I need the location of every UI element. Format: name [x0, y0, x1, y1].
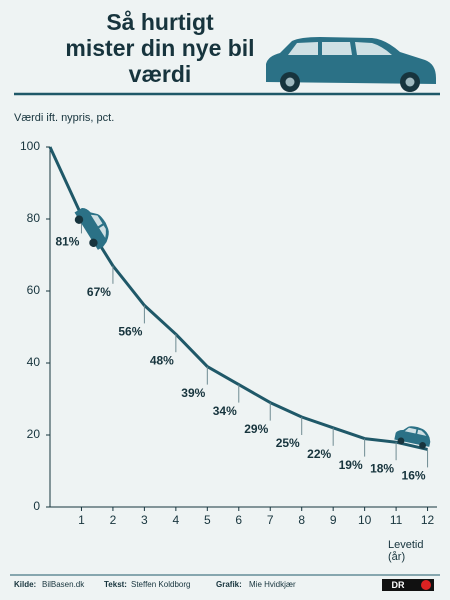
- car-icon: [394, 426, 431, 449]
- x-tick-label: 1: [78, 513, 85, 527]
- x-tick-label: 7: [267, 513, 274, 527]
- car-icon: [74, 208, 109, 250]
- footer-text: Steffen Koldborg: [131, 580, 190, 589]
- x-axis-label: (år): [388, 551, 405, 563]
- logo: DR: [392, 580, 405, 590]
- y-axis-label: Værdi ift. nypris, pct.: [14, 112, 114, 124]
- car-wheel: [89, 238, 98, 248]
- y-tick-label: 100: [20, 139, 40, 153]
- data-label: 19%: [339, 458, 363, 472]
- logo-box: [382, 579, 434, 591]
- car-wheel: [397, 437, 405, 445]
- data-label: 18%: [370, 461, 394, 475]
- car-window: [404, 427, 427, 436]
- footer-text: BilBasen.dk: [42, 580, 85, 589]
- x-tick-label: 12: [421, 513, 435, 527]
- x-tick-label: 9: [330, 513, 337, 527]
- footer-label: Grafik:: [216, 580, 242, 589]
- data-label: 39%: [181, 386, 205, 400]
- x-tick-label: 6: [235, 513, 242, 527]
- chart-title: Så hurtigt: [106, 9, 214, 35]
- logo-dot: [421, 580, 431, 590]
- x-tick-label: 8: [298, 513, 305, 527]
- x-axis-label: Levetid: [388, 539, 423, 551]
- footer-label: Tekst:: [104, 580, 127, 589]
- y-tick-label: 40: [27, 355, 41, 369]
- footer-text: Mie Hvidkjær: [249, 580, 296, 589]
- x-tick-label: 11: [390, 513, 403, 527]
- car-window: [90, 214, 106, 238]
- data-label: 29%: [244, 422, 268, 436]
- car-wheel: [74, 215, 84, 224]
- x-tick-label: 5: [204, 513, 211, 527]
- y-tick-label: 80: [27, 211, 41, 225]
- data-label: 16%: [402, 469, 426, 483]
- data-label: 34%: [213, 404, 237, 418]
- car-wheel: [419, 442, 426, 449]
- y-tick-label: 60: [27, 283, 41, 297]
- x-tick-label: 3: [141, 513, 148, 527]
- x-tick-label: 4: [173, 513, 180, 527]
- y-tick-label: 20: [27, 427, 41, 441]
- chart-title: værdi: [129, 61, 192, 87]
- car-illustration: [266, 37, 436, 92]
- data-label: 22%: [307, 447, 331, 461]
- data-label: 25%: [276, 436, 300, 450]
- data-label: 67%: [87, 285, 111, 299]
- y-tick-label: 0: [33, 499, 40, 513]
- data-label: 48%: [150, 353, 174, 367]
- data-label: 56%: [118, 325, 142, 339]
- chart-title: mister din nye bil: [65, 35, 254, 61]
- footer-label: Kilde:: [14, 580, 36, 589]
- car-body: [74, 208, 109, 250]
- x-tick-label: 10: [358, 513, 372, 527]
- x-tick-label: 2: [110, 513, 117, 527]
- data-label: 81%: [55, 235, 79, 249]
